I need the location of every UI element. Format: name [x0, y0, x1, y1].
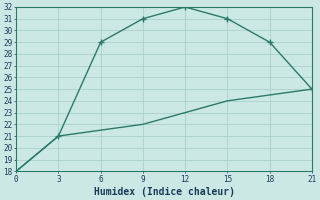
X-axis label: Humidex (Indice chaleur): Humidex (Indice chaleur) — [93, 186, 235, 197]
